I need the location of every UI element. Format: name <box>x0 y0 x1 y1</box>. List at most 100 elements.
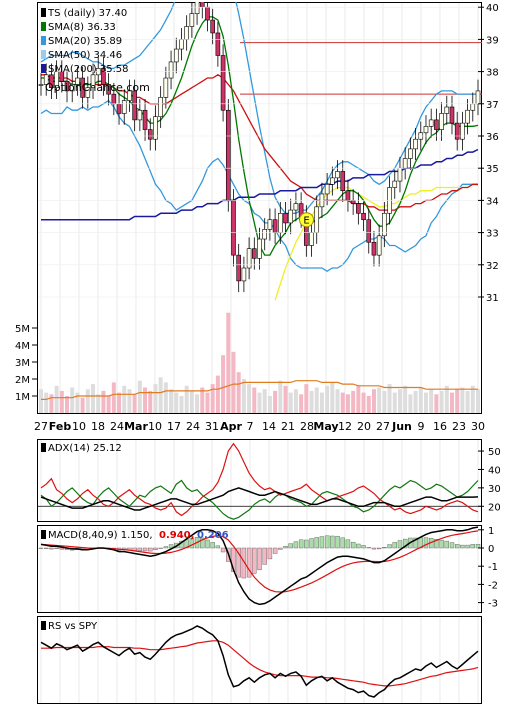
candlestick <box>43 74 49 85</box>
macd-histogram-bar <box>376 547 382 550</box>
macd-histogram-bar <box>44 547 49 549</box>
date-tick-label: 14 <box>262 420 276 433</box>
macd-hist-label: 0.206 <box>197 530 229 541</box>
candlestick <box>163 77 169 98</box>
legend-label: TS (daily) 37.40 <box>47 8 127 19</box>
candlestick <box>335 171 340 179</box>
candlestick <box>257 238 262 259</box>
volume-bar <box>371 389 376 413</box>
price-tick-label: 37 <box>486 100 499 111</box>
volume-bar <box>101 390 106 413</box>
macd-histogram-bar <box>475 544 481 549</box>
candlestick <box>225 109 231 201</box>
macd-histogram-bar <box>434 539 439 549</box>
macd-histogram-bar <box>304 539 309 549</box>
legend-label: SMA(8) 36.33 <box>48 22 116 33</box>
macd-histogram-bar <box>413 537 418 549</box>
volume-bar <box>111 382 116 413</box>
candlestick <box>251 248 257 259</box>
price-tick-label: 38 <box>486 68 499 79</box>
volume-bar <box>361 392 366 413</box>
earnings-marker-circle <box>299 212 315 228</box>
macd-histogram-bar <box>59 547 65 550</box>
volume-bar <box>377 387 382 413</box>
volume-bar <box>403 385 408 413</box>
price-tick-label: 34 <box>486 196 499 207</box>
candlestick <box>111 93 117 105</box>
date-tick-label: 30 <box>471 420 485 433</box>
candlestick <box>402 158 408 169</box>
volume-average-line <box>41 380 478 400</box>
legend-swatch <box>41 36 46 45</box>
volume-bar <box>80 397 85 413</box>
date-tick-label: Mar <box>124 420 148 433</box>
volume-bar <box>455 389 460 413</box>
date-tick-label: 27 <box>34 420 48 433</box>
candlestick <box>199 2 205 8</box>
candlestick <box>38 84 44 86</box>
volume-bar <box>470 385 475 413</box>
date-tick-label: 12 <box>338 420 352 433</box>
candlestick <box>324 184 330 195</box>
macd-histogram-bar <box>324 535 330 549</box>
macd-histogram-bar <box>402 538 408 549</box>
rs-line <box>40 625 479 698</box>
macd-histogram-bar <box>293 541 299 549</box>
candlestick <box>340 171 346 192</box>
macd-histogram-bar <box>163 546 169 549</box>
earnings-marker-label: E <box>303 216 309 227</box>
volume-bar <box>231 351 236 413</box>
macd-histogram-bar <box>439 540 444 549</box>
candlestick <box>356 203 361 214</box>
adx-legend: ADX(14) 25.12 <box>41 443 122 454</box>
candlestick <box>283 212 288 224</box>
macd-histogram-bar <box>449 542 455 549</box>
price-panel-frame <box>37 2 482 414</box>
earnings-marker: E <box>299 212 315 228</box>
candlestick <box>366 219 372 243</box>
candlestick <box>350 200 356 204</box>
macd-histogram-bar <box>49 547 54 550</box>
adx-tick-label: 30 <box>488 484 501 495</box>
date-tick-label: 24 <box>110 420 124 433</box>
candlestick <box>205 6 210 21</box>
candlestick <box>127 90 132 101</box>
macd-histogram-bar <box>246 547 252 578</box>
adx-legend-swatch <box>41 443 46 452</box>
macd-histogram-bar <box>288 543 293 549</box>
candlestick <box>132 90 137 121</box>
macd-histogram-bar <box>215 545 221 549</box>
volume-bar <box>429 389 434 413</box>
date-tick-label: 24 <box>186 420 200 433</box>
macd-histogram-bar <box>309 538 314 549</box>
date-tick-label: 9 <box>418 420 425 433</box>
candlestick <box>434 119 439 130</box>
volume-bar <box>392 392 397 413</box>
macd-histogram-bar <box>366 547 371 549</box>
volume-bar <box>195 394 200 413</box>
candlestick <box>101 68 106 85</box>
price-legend: TS (daily) 37.40 SMA(8) 36.33 SMA(20) 35.8… <box>41 8 129 75</box>
volume-bar <box>210 384 215 413</box>
macd-histogram-bar <box>252 547 257 574</box>
volume-bar <box>143 387 148 413</box>
macd-series <box>38 526 481 606</box>
candlestick <box>267 219 273 230</box>
candlestick <box>444 106 450 114</box>
plus-di-line <box>40 479 479 520</box>
macd-histogram-bar <box>272 547 278 554</box>
macd-histogram-bar <box>267 547 273 560</box>
trend-line-red <box>41 74 478 211</box>
macd-histogram-bar <box>345 539 351 549</box>
volume-bar <box>340 392 345 413</box>
macd-histogram-bar <box>278 547 283 550</box>
candlestick <box>361 212 366 221</box>
candlestick <box>121 100 127 114</box>
macd-histogram-bar <box>236 547 241 578</box>
volume-bar <box>122 385 127 413</box>
volume-tick-label: 1M <box>15 392 30 403</box>
macd-histogram-bar <box>205 539 210 549</box>
candlestick <box>278 212 283 233</box>
legend-swatch <box>41 22 46 31</box>
candlestick <box>80 77 85 98</box>
